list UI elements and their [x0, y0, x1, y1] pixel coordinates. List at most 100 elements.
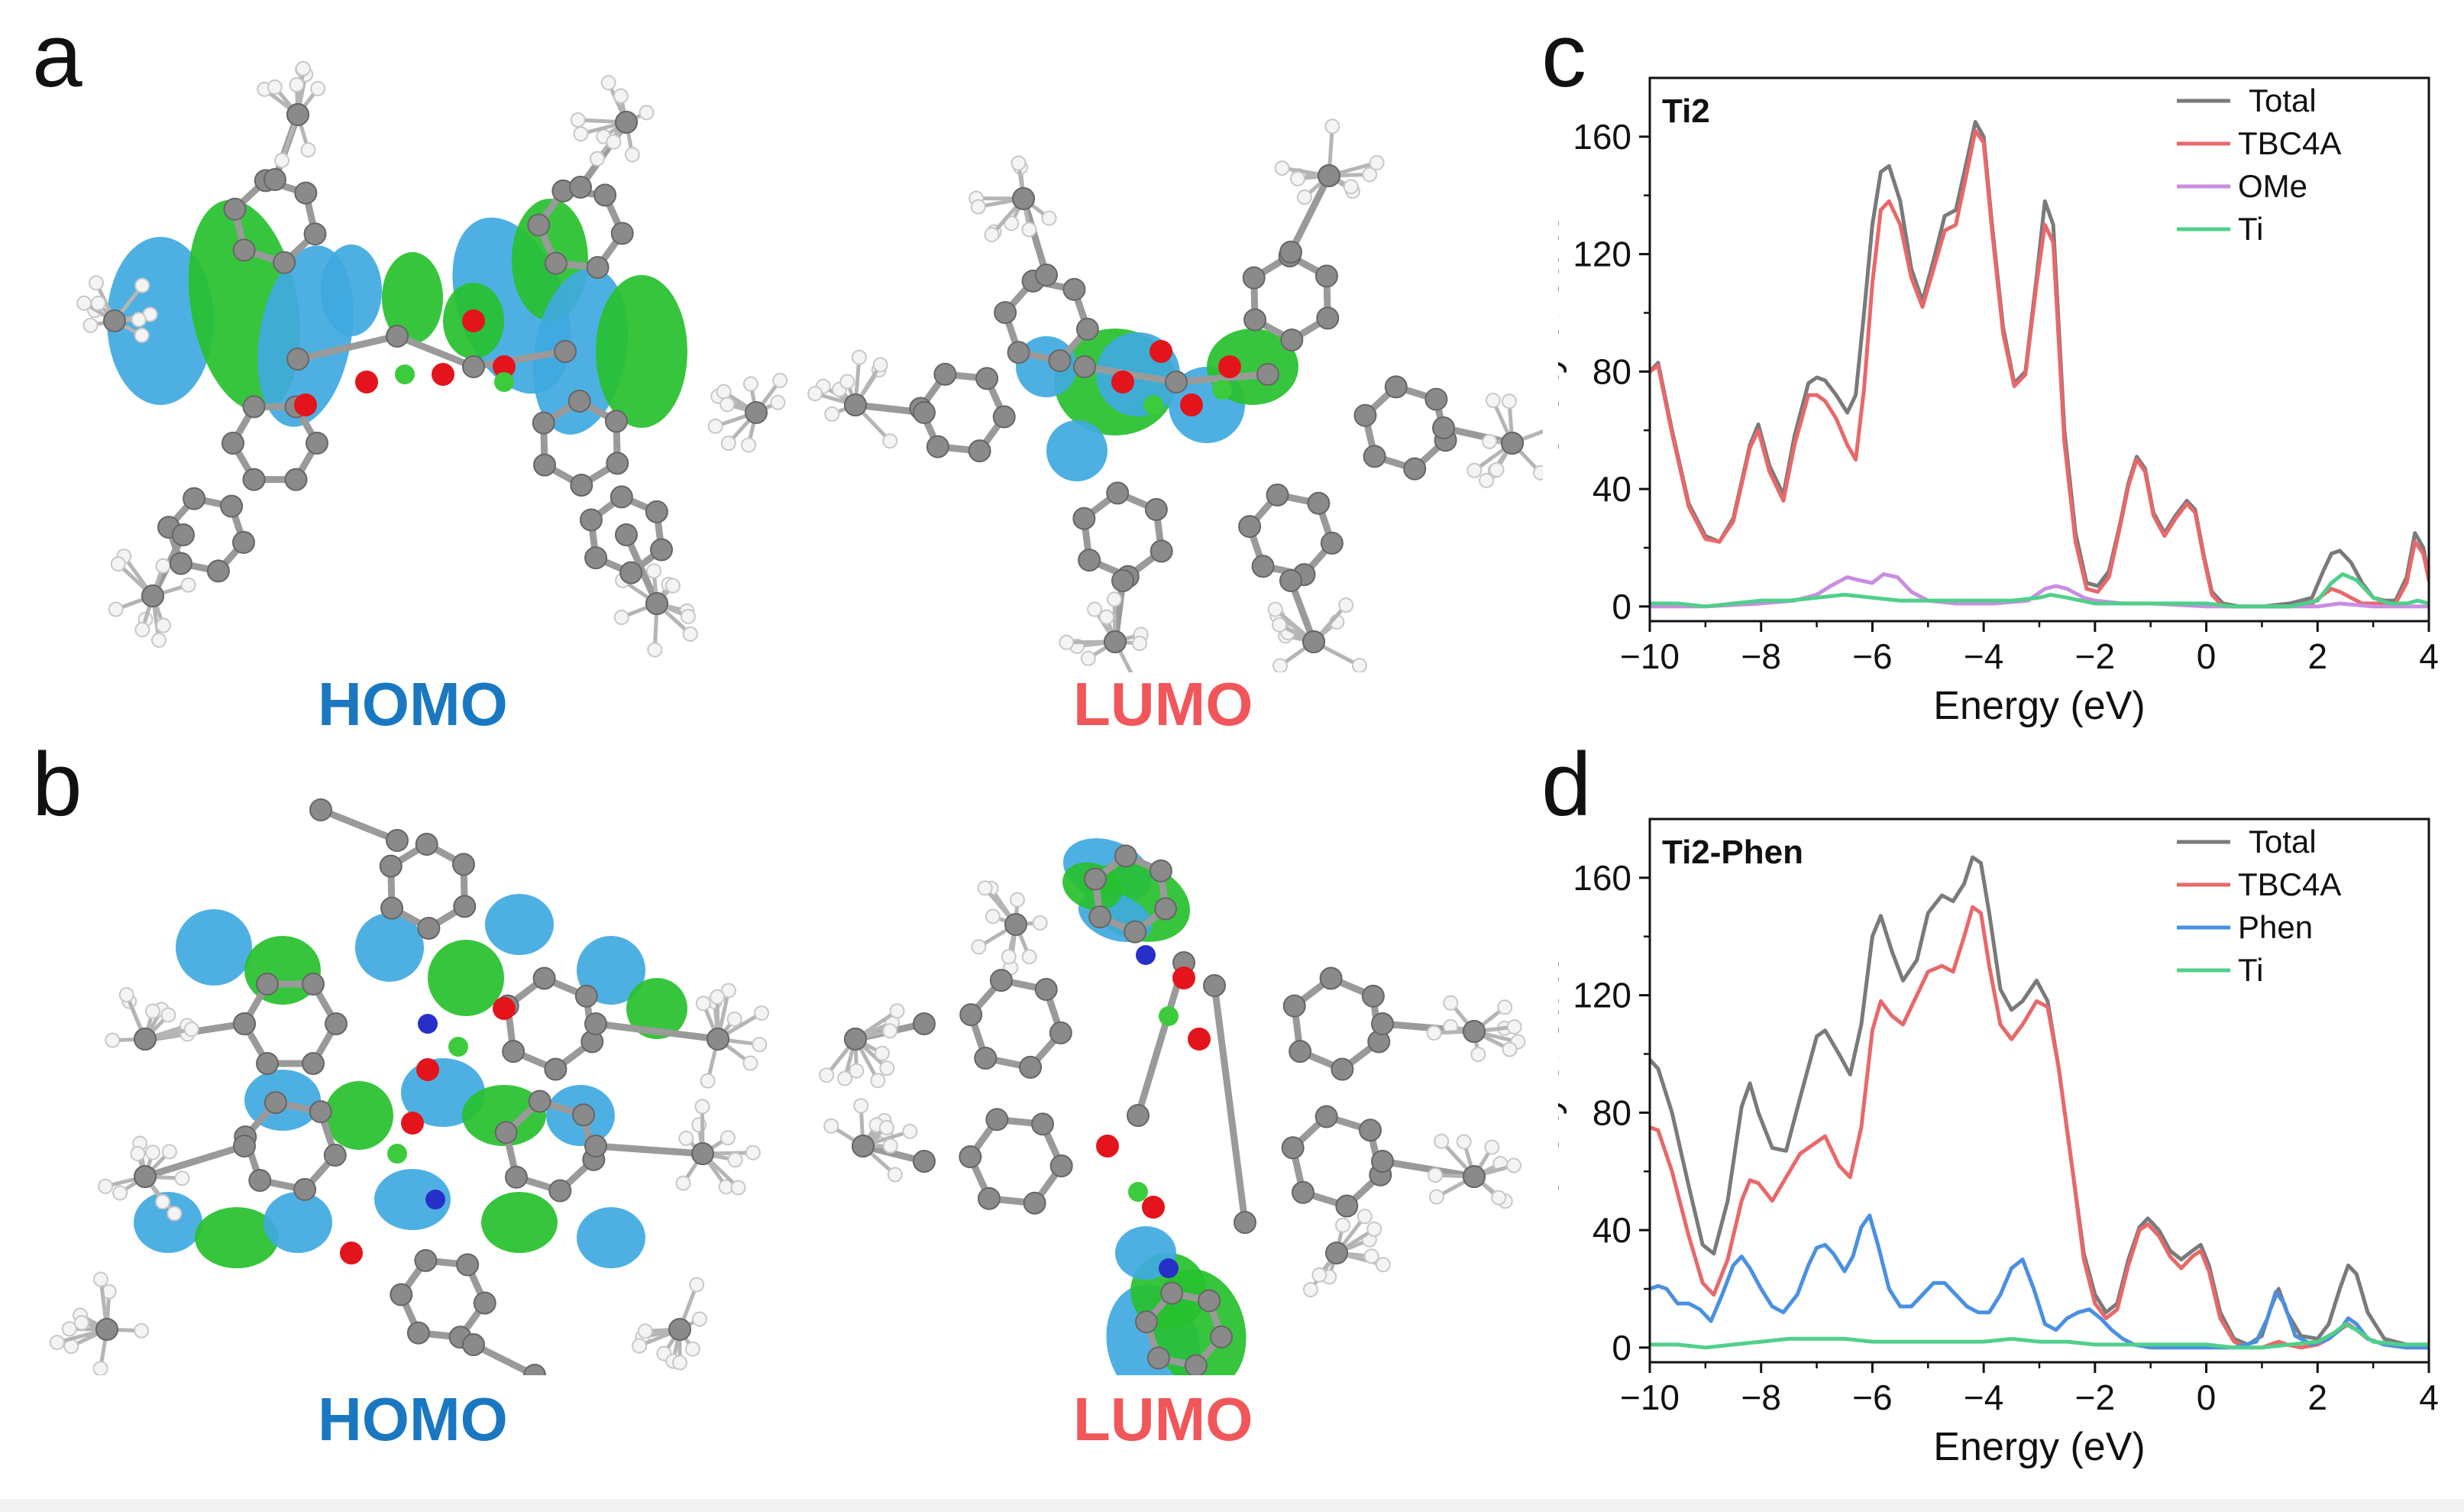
hydrogen-atom: [678, 1130, 694, 1146]
hydrogen-atom: [274, 152, 290, 168]
carbon-atom: [242, 395, 266, 419]
titanium-atom: [1212, 380, 1232, 400]
hydrogen-atom: [300, 142, 316, 158]
hydrogen-atom: [1001, 949, 1017, 965]
carbon-atom: [1149, 859, 1172, 882]
hydrogen-atom: [1489, 461, 1505, 478]
hydrogen-atom: [134, 622, 150, 638]
legend-label-ti: Ti: [2238, 952, 2263, 988]
carbon-atom: [1291, 1180, 1314, 1204]
hydrogen-atom: [645, 563, 661, 579]
carbon-atom: [220, 494, 244, 518]
carbon-atom: [222, 432, 244, 455]
orbital-lobe-blue: [1046, 420, 1108, 481]
lumo-molecule-a-image: [807, 118, 1543, 672]
hydrogen-atom: [694, 1099, 710, 1115]
hydrogen-atom: [1506, 1019, 1522, 1035]
orbital-lobe-green: [462, 1085, 546, 1146]
hydrogen-atom: [1356, 1209, 1373, 1225]
hydrogen-atom: [1479, 472, 1495, 488]
hydrogen-atom: [134, 277, 150, 293]
carbon-atom: [1127, 1104, 1150, 1127]
hydrogen-atom: [1296, 189, 1312, 206]
carbon-atom: [1316, 306, 1340, 330]
hydrogen-atom: [1080, 650, 1096, 666]
oxygen-atom: [416, 1058, 439, 1081]
carbon-atom: [1371, 1150, 1394, 1173]
hydrogen-atom: [1032, 915, 1048, 931]
hydrogen-atom: [112, 1185, 128, 1201]
hydrogen-atom: [742, 1055, 758, 1071]
carbon-atom: [453, 895, 477, 918]
carbon-atom: [1150, 539, 1173, 563]
hydrogen-atom: [720, 435, 736, 452]
hydrogen-atom: [719, 1130, 736, 1146]
carbon-atom: [248, 1168, 272, 1192]
x-tick-label: −8: [1741, 1378, 1780, 1417]
carbon-atom: [406, 1321, 430, 1345]
hydrogen-atom: [1362, 167, 1378, 183]
carbon-atom: [273, 251, 296, 274]
x-tick-label: −2: [2075, 636, 2115, 676]
carbon-atom: [502, 1040, 525, 1064]
carbon-atom: [264, 1091, 287, 1115]
hydrogen-atom: [1009, 892, 1025, 908]
y-tick-label: 80: [1593, 1093, 1631, 1132]
carbon-atom: [913, 1012, 936, 1035]
carbon-atom: [309, 798, 332, 821]
hydrogen-atom: [902, 1123, 918, 1139]
hydrogen-atom: [573, 126, 589, 142]
oxygen-atom: [493, 997, 516, 1020]
carbon-atom: [584, 1012, 607, 1035]
hydrogen-atom: [624, 147, 640, 163]
panel-letter-a: a: [32, 5, 82, 106]
hydrogen-atom: [682, 626, 698, 642]
hydrogen-atom: [695, 996, 711, 1012]
carbon-atom: [1363, 445, 1386, 468]
carbon-atom: [1049, 1154, 1073, 1177]
lumo-molecule-b-image: [819, 838, 1526, 1375]
oxygen-atom: [1172, 966, 1195, 989]
x-tick-label: 4: [2419, 636, 2439, 676]
titanium-atom: [448, 1037, 468, 1057]
carbon-atom: [645, 500, 668, 523]
carbon-atom: [325, 1012, 348, 1035]
carbon-atom: [1361, 984, 1385, 1008]
x-axis-label: Energy (eV): [1933, 684, 2145, 728]
hydrogen-atom: [1311, 1267, 1327, 1283]
carbon-atom: [1280, 328, 1304, 351]
carbon-atom: [462, 1333, 485, 1356]
carbon-atom: [206, 559, 230, 583]
carbon-atom: [532, 966, 556, 990]
orbital-lobe-green: [596, 275, 687, 428]
carbon-atom: [1160, 1281, 1184, 1305]
carbon-atom: [1359, 1119, 1382, 1142]
bond: [595, 1142, 703, 1157]
orbital-lobe-blue: [355, 913, 424, 982]
carbon-atom: [183, 487, 206, 510]
hydrogen-atom: [1324, 118, 1340, 134]
bond: [1211, 985, 1249, 1223]
hydrogen-atom: [295, 60, 311, 76]
carbon-atom: [1088, 905, 1112, 929]
carbon-atom: [1501, 432, 1524, 455]
x-tick-label: −8: [1741, 636, 1780, 676]
oxygen-atom: [340, 1242, 363, 1264]
y-axis-label: Density of state: [1558, 212, 1567, 486]
carbon-atom: [1266, 483, 1289, 507]
oxygen-atom: [1096, 1135, 1119, 1157]
carbon-atom: [284, 468, 308, 491]
series-line-phen: [1650, 1213, 2429, 1350]
carbon-atom: [1325, 1242, 1348, 1264]
nitrogen-atom: [1159, 1258, 1179, 1278]
carbon-atom: [309, 1100, 332, 1124]
hydrogen-atom: [700, 1073, 716, 1089]
carbon-atom: [913, 1150, 936, 1173]
bond: [1287, 173, 1333, 254]
bond: [1175, 371, 1269, 386]
oxygen-atom: [355, 371, 378, 393]
carbon-atom: [1007, 341, 1030, 364]
legend-label-phen: Phen: [2238, 909, 2313, 945]
carbon-atom: [323, 1143, 347, 1167]
homo-label-b: HOMO: [318, 1385, 508, 1453]
